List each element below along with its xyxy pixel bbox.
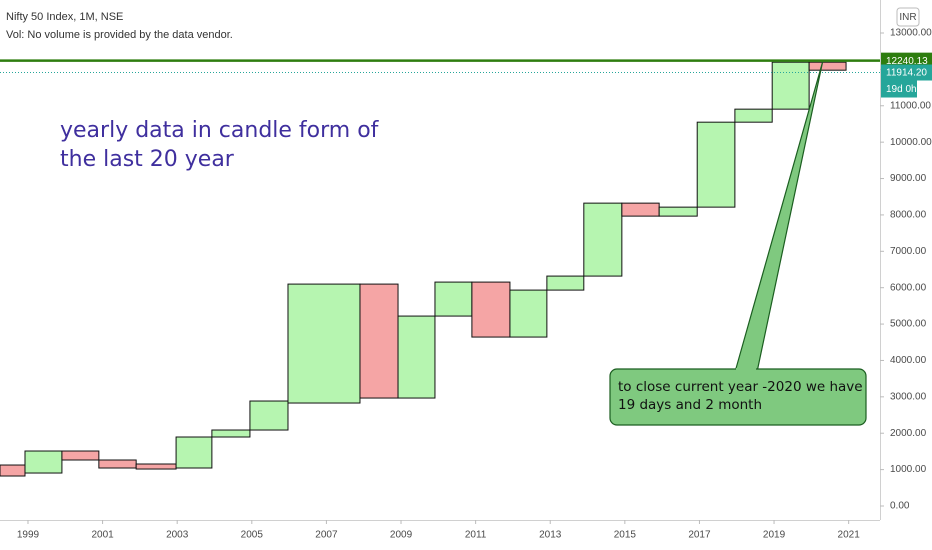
y-tick-label: 3000.00 bbox=[890, 391, 927, 402]
callout-text: to close current year -2020 we have bbox=[618, 379, 863, 395]
volume-note: Vol: No volume is provided by the data v… bbox=[6, 29, 233, 41]
annotation: yearly data in candle form of bbox=[60, 118, 380, 143]
callout-text: 19 days and 2 month bbox=[618, 397, 762, 413]
x-tick-label: 2007 bbox=[315, 530, 338, 541]
countdown: 19d 0h bbox=[886, 84, 917, 95]
year-box bbox=[98, 459, 137, 469]
y-tick-label: 13000.00 bbox=[890, 28, 932, 39]
year-box bbox=[287, 283, 361, 404]
y-tick-label: 8000.00 bbox=[890, 210, 927, 221]
year-box bbox=[471, 281, 511, 338]
y-tick-label: 7000.00 bbox=[890, 246, 927, 257]
x-tick-label: 2013 bbox=[539, 530, 562, 541]
year-box bbox=[24, 450, 63, 474]
y-tick-label: 0.00 bbox=[890, 501, 910, 512]
callout-seam bbox=[736, 368, 756, 371]
currency: INR bbox=[899, 12, 916, 23]
x-tick-label: 2011 bbox=[465, 530, 487, 541]
y-tick-label: 1000.00 bbox=[890, 464, 927, 475]
year-box bbox=[359, 283, 399, 399]
x-tick-label: 2019 bbox=[763, 530, 786, 541]
price-label-bg bbox=[881, 64, 932, 81]
chart-title: Nifty 50 Index, 1M, NSE bbox=[6, 11, 123, 23]
year-box bbox=[211, 429, 251, 438]
x-tick-label: 2003 bbox=[166, 530, 189, 541]
year-box bbox=[546, 275, 585, 291]
year-box bbox=[658, 206, 698, 217]
x-tick-label: 1999 bbox=[17, 530, 40, 541]
y-tick-label: 2000.00 bbox=[890, 428, 927, 439]
year-box bbox=[0, 464, 26, 477]
year-box bbox=[249, 400, 289, 431]
countdown-bg bbox=[881, 80, 917, 98]
year-box bbox=[771, 61, 810, 110]
annotation: the last 20 year bbox=[60, 147, 235, 172]
year-box bbox=[175, 436, 213, 469]
year-box bbox=[509, 289, 548, 338]
year-box bbox=[434, 281, 473, 317]
y-tick-label: 4000.00 bbox=[890, 355, 927, 366]
x-tick-label: 2017 bbox=[688, 530, 711, 541]
y-tick-label: 11000.00 bbox=[890, 100, 931, 111]
year-box bbox=[734, 108, 773, 123]
y-tick-label: 9000.00 bbox=[890, 173, 927, 184]
y-tick-label: 6000.00 bbox=[890, 282, 927, 293]
currency-badge[interactable] bbox=[896, 7, 920, 27]
y-tick-label: 5000.00 bbox=[890, 319, 927, 330]
y-tick-label: 10000.00 bbox=[890, 137, 932, 148]
x-tick-label: 2005 bbox=[241, 530, 264, 541]
year-box bbox=[61, 450, 100, 461]
year-box bbox=[135, 463, 177, 470]
year-box bbox=[583, 202, 623, 277]
year-box bbox=[808, 61, 847, 71]
x-tick-label: 2021 bbox=[838, 530, 861, 541]
price-label: 12240.13 bbox=[886, 56, 928, 67]
x-tick-label: 2009 bbox=[390, 530, 413, 541]
plot-area bbox=[0, 61, 847, 477]
year-box bbox=[696, 121, 736, 208]
year-box bbox=[621, 202, 660, 217]
x-tick-label: 2001 bbox=[91, 530, 114, 541]
price-label: 11914.20 bbox=[886, 68, 927, 79]
year-box bbox=[397, 315, 436, 399]
x-tick-label: 2015 bbox=[614, 530, 637, 541]
